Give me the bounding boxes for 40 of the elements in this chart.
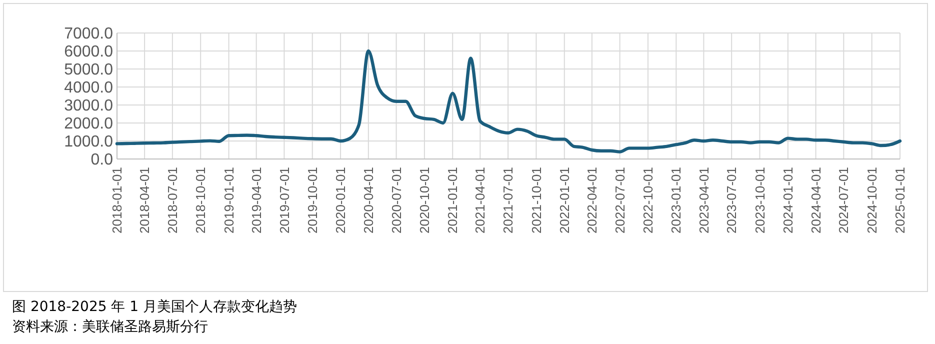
x-tick-label: 2018-07-01	[164, 167, 180, 234]
x-tick-label: 2023-04-01	[696, 167, 712, 234]
x-tick-label: 2019-07-01	[276, 167, 292, 234]
x-tick-label: 2022-04-01	[584, 167, 600, 234]
x-tick-label: 2025-01-01	[892, 167, 908, 234]
x-tick-label: 2023-07-01	[724, 167, 740, 234]
y-tick-label: 1000.0	[64, 134, 114, 151]
x-tick-label: 2023-10-01	[752, 167, 768, 234]
x-tick-label: 2018-01-01	[110, 167, 125, 234]
y-tick-label: 7000.0	[64, 26, 114, 43]
y-tick-label: 0.0	[90, 152, 114, 169]
x-tick-label: 2024-10-01	[864, 167, 880, 234]
x-tick-label: 2022-10-01	[640, 167, 656, 234]
x-tick-label: 2023-01-01	[668, 167, 684, 234]
x-tick-label: 2019-10-01	[304, 167, 320, 234]
caption: 图 2018-2025 年 1 月美国个人存款变化趋势	[12, 299, 298, 315]
x-tick-label: 2020-01-01	[333, 167, 348, 234]
y-tick-label: 5000.0	[64, 62, 114, 79]
x-tick-label: 2021-01-01	[445, 167, 460, 234]
y-tick-label: 3000.0	[64, 98, 114, 115]
x-tick-label: 2018-10-01	[193, 167, 208, 234]
x-tick-label: 2020-07-01	[388, 167, 404, 234]
x-tick-label: 2020-04-01	[360, 167, 376, 234]
x-tick-label: 2019-01-01	[221, 167, 236, 234]
x-tick-label: 2021-04-01	[472, 167, 488, 234]
x-tick-label: 2021-10-01	[528, 167, 544, 234]
x-tick-label: 2020-10-01	[416, 167, 432, 234]
x-tick-label: 2021-07-01	[500, 167, 516, 234]
line-series	[115, 49, 902, 154]
x-tick-label: 2019-04-01	[248, 167, 264, 234]
text: 资料来源：美联储圣路易斯分行	[12, 319, 208, 335]
x-tick-label: 2024-07-01	[836, 167, 852, 234]
y-tick-label: 2000.0	[64, 116, 114, 133]
x-tick-label: 2022-07-01	[612, 167, 628, 234]
y-tick-label: 4000.0	[64, 80, 114, 97]
y-tick-label: 6000.0	[64, 44, 114, 61]
x-tick-label: 2024-04-01	[808, 167, 824, 234]
x-tick-label: 2024-01-01	[780, 167, 796, 234]
x-tick-label: 2018-04-01	[137, 167, 152, 234]
x-tick-label: 2022-01-01	[556, 167, 572, 234]
